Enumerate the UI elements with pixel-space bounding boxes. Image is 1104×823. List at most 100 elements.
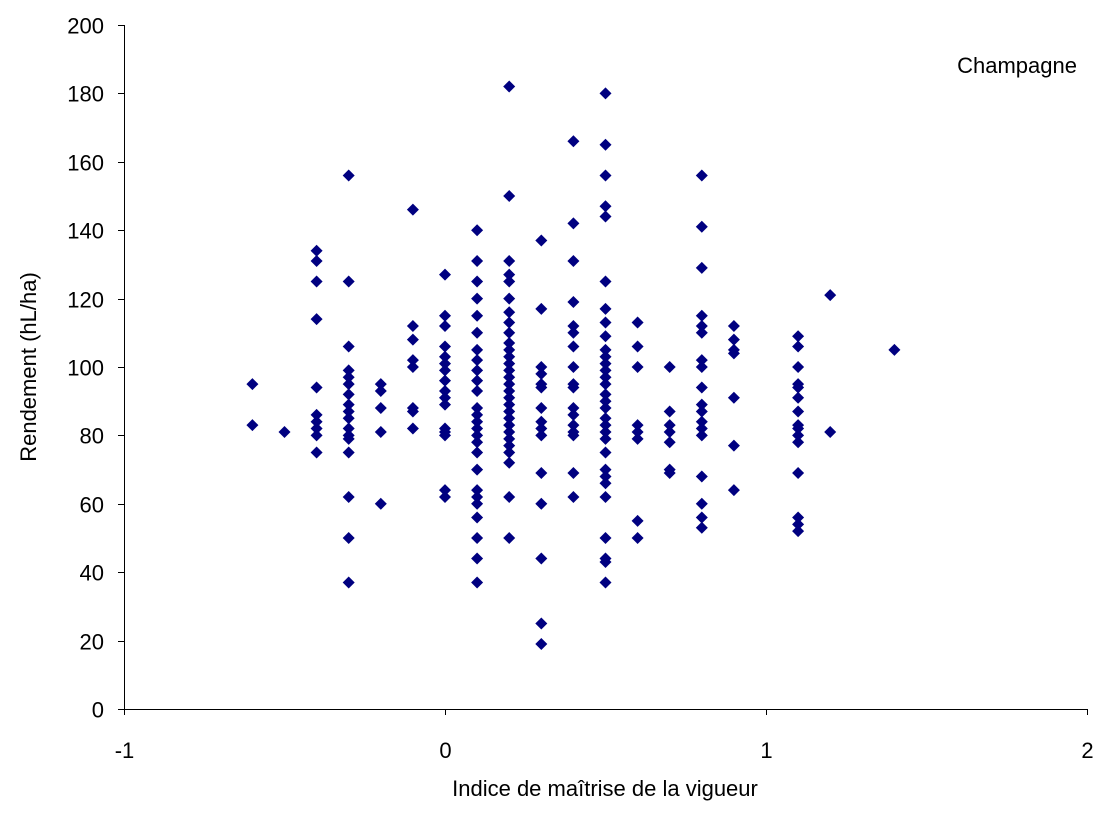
data-point: [503, 364, 516, 377]
data-point: [792, 518, 805, 531]
data-point: [695, 309, 708, 322]
data-point: [406, 422, 419, 435]
data-point: [278, 425, 291, 438]
data-point: [695, 497, 708, 510]
data-point: [631, 425, 644, 438]
data-point: [727, 484, 740, 497]
data-point: [342, 532, 355, 544]
data-point: [599, 200, 612, 213]
data-point: [727, 333, 740, 346]
data-point: [246, 419, 259, 432]
data-point: [599, 412, 612, 425]
data-point: [310, 254, 323, 267]
data-point: [599, 87, 612, 100]
data-point: [471, 402, 484, 415]
y-tick-label: 200: [67, 14, 104, 39]
data-point: [471, 429, 484, 442]
y-tick-label: 40: [80, 561, 104, 586]
data-point: [792, 405, 805, 418]
data-point: [599, 532, 612, 544]
data-point: [663, 419, 676, 432]
data-point: [406, 333, 419, 346]
data-point: [631, 316, 644, 329]
data-point: [535, 638, 548, 651]
data-point: [695, 361, 708, 373]
data-point: [567, 340, 580, 353]
data-point: [663, 361, 676, 373]
data-point: [567, 254, 580, 267]
data-point: [599, 138, 612, 151]
data-point: [792, 361, 805, 373]
data-point: [342, 169, 355, 182]
data-point: [503, 405, 516, 418]
data-point: [695, 521, 708, 534]
data-point: [695, 354, 708, 367]
y-tick-label: 140: [67, 219, 104, 244]
data-point: [374, 425, 387, 438]
data-point: [503, 532, 516, 544]
data-point: [471, 343, 484, 356]
data-point: [439, 364, 451, 377]
data-point: [695, 511, 708, 524]
data-point: [535, 234, 548, 247]
data-point: [310, 415, 323, 428]
data-point: [374, 497, 387, 510]
data-point: [503, 490, 516, 503]
data-point: [599, 388, 612, 401]
data-point: [471, 354, 484, 367]
data-point: [310, 422, 323, 435]
data-point: [567, 408, 580, 421]
data-point: [503, 446, 516, 459]
data-point: [727, 319, 740, 332]
data-point: [599, 395, 612, 408]
data-point: [792, 436, 805, 449]
data-point: [663, 405, 676, 418]
data-point: [535, 422, 548, 435]
data-point: [342, 405, 355, 418]
data-point: [342, 412, 355, 425]
data-point: [471, 446, 484, 459]
data-point: [695, 422, 708, 435]
data-point: [631, 419, 644, 432]
data-point: [535, 429, 548, 442]
data-point: [631, 514, 644, 527]
data-point: [567, 361, 580, 373]
data-point: [503, 326, 516, 339]
data-point: [567, 319, 580, 332]
data-point: [503, 378, 516, 391]
data-point: [439, 268, 451, 281]
data-point: [503, 268, 516, 281]
data-point: [567, 429, 580, 442]
data-point: [439, 357, 451, 370]
data-point: [342, 340, 355, 353]
data-point: [631, 432, 644, 445]
data-point: [503, 254, 516, 267]
data-point: [503, 306, 516, 319]
data-point: [503, 432, 516, 445]
data-point: [471, 326, 484, 339]
data-point: [599, 446, 612, 459]
data-point: [599, 343, 612, 356]
data-point: [599, 302, 612, 315]
data-point: [792, 330, 805, 343]
data-point: [503, 456, 516, 469]
data-point: [406, 405, 419, 418]
data-point: [342, 576, 355, 589]
data-point: [439, 398, 451, 411]
x-tick-label: 0: [439, 738, 451, 763]
data-point: [695, 220, 708, 233]
data-point: [567, 402, 580, 415]
data-point: [663, 467, 676, 480]
data-point: [599, 378, 612, 391]
data-point: [695, 326, 708, 339]
data-point: [535, 367, 548, 380]
y-tick-label: 80: [80, 424, 104, 449]
data-point: [342, 490, 355, 503]
data-point: [631, 340, 644, 353]
data-point: [567, 419, 580, 432]
data-point: [695, 381, 708, 394]
data-point: [599, 402, 612, 415]
data-point: [439, 490, 451, 503]
data-point: [695, 429, 708, 442]
labels: Champagne Indice de maîtrise de la vigue…: [16, 53, 1077, 801]
